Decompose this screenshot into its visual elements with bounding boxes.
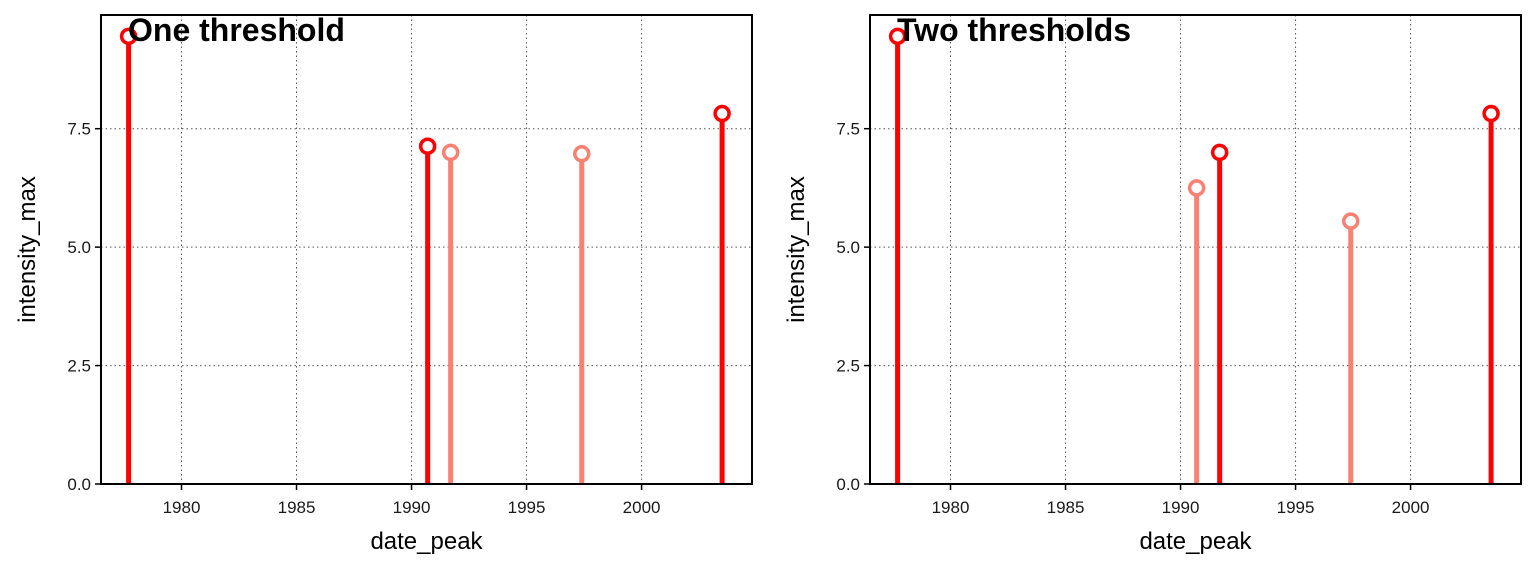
x-tick-label: 1985 bbox=[1047, 498, 1085, 517]
lollipop-point bbox=[713, 104, 731, 123]
plot-border bbox=[100, 14, 753, 485]
y-axis-title: intensity_max bbox=[14, 176, 41, 323]
y-tick-label: 0.0 bbox=[67, 475, 91, 494]
lollipop-point bbox=[441, 143, 460, 162]
y-tick-label: 2.5 bbox=[67, 357, 91, 376]
lollipop-point bbox=[1187, 179, 1206, 197]
y-tick-label: 0.0 bbox=[836, 475, 860, 494]
lollipop-point bbox=[888, 27, 907, 46]
lollipop-point bbox=[573, 145, 591, 163]
x-tick-label: 1980 bbox=[932, 498, 970, 517]
lollipop-point bbox=[418, 137, 437, 155]
x-tick-label: 1980 bbox=[163, 498, 201, 517]
x-tick-label: 1985 bbox=[278, 498, 316, 517]
x-tick-label: 1995 bbox=[1277, 498, 1315, 517]
x-tick-label: 1990 bbox=[393, 498, 431, 517]
y-tick-label: 5.0 bbox=[67, 238, 91, 257]
lollipop-point bbox=[1482, 104, 1500, 123]
x-axis-title: date_peak bbox=[1139, 528, 1252, 555]
y-tick-label: 5.0 bbox=[836, 238, 860, 257]
lollipop-point bbox=[119, 27, 138, 46]
panel-title: One threshold bbox=[128, 12, 345, 48]
x-tick-label: 1995 bbox=[508, 498, 546, 517]
x-axis-title: date_peak bbox=[370, 528, 483, 555]
x-tick-label: 2000 bbox=[623, 498, 661, 517]
y-tick-label: 7.5 bbox=[67, 120, 91, 139]
plot-border bbox=[869, 14, 1522, 485]
x-tick-label: 1990 bbox=[1162, 498, 1200, 517]
panel-title: Two thresholds bbox=[897, 12, 1131, 48]
panel-one-threshold: 1980 1985 1990 1995 2000 0.0 2.5 5.0 7.5 date_pea… bbox=[14, 12, 753, 555]
lollipop-point bbox=[1342, 212, 1360, 230]
y-axis-title: intensity_max bbox=[783, 176, 810, 323]
lollipop-point bbox=[1210, 143, 1229, 162]
panel-two-thresholds: 1980 1985 1990 1995 2000 0.0 2.5 5.0 7.5 date_pea… bbox=[783, 12, 1522, 555]
x-tick-label: 2000 bbox=[1392, 498, 1430, 517]
y-tick-label: 7.5 bbox=[836, 120, 860, 139]
y-tick-label: 2.5 bbox=[836, 357, 860, 376]
